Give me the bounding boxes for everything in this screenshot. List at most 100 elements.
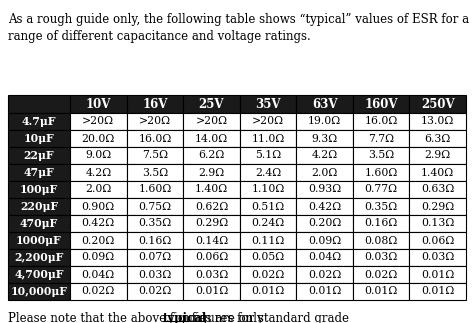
Bar bbox=[410, 130, 466, 147]
Text: 19.0Ω: 19.0Ω bbox=[308, 117, 341, 127]
Bar bbox=[296, 266, 353, 283]
Text: 0.03Ω: 0.03Ω bbox=[138, 269, 172, 279]
Text: 0.51Ω: 0.51Ω bbox=[251, 202, 284, 212]
Text: 0.42Ω: 0.42Ω bbox=[82, 218, 115, 228]
Text: 7.5Ω: 7.5Ω bbox=[142, 151, 168, 161]
Bar bbox=[8, 215, 70, 232]
Text: 1.40Ω: 1.40Ω bbox=[421, 168, 454, 178]
Text: 7.7Ω: 7.7Ω bbox=[368, 133, 394, 143]
Bar bbox=[183, 130, 240, 147]
Bar bbox=[410, 266, 466, 283]
Text: >20Ω: >20Ω bbox=[139, 117, 171, 127]
Bar bbox=[70, 181, 127, 198]
Bar bbox=[8, 164, 70, 181]
Text: 220μF: 220μF bbox=[20, 201, 58, 212]
Bar bbox=[8, 283, 70, 300]
Bar bbox=[127, 198, 183, 215]
Text: 0.06Ω: 0.06Ω bbox=[195, 253, 228, 263]
Text: 0.06Ω: 0.06Ω bbox=[421, 235, 455, 245]
Text: 0.75Ω: 0.75Ω bbox=[138, 202, 172, 212]
Bar bbox=[183, 249, 240, 266]
Text: 9.3Ω: 9.3Ω bbox=[311, 133, 337, 143]
Bar bbox=[353, 283, 410, 300]
Bar bbox=[70, 113, 127, 130]
Text: 0.02Ω: 0.02Ω bbox=[365, 269, 398, 279]
Text: 13.0Ω: 13.0Ω bbox=[421, 117, 455, 127]
Bar bbox=[240, 232, 296, 249]
Text: 0.90Ω: 0.90Ω bbox=[82, 202, 115, 212]
Bar bbox=[240, 266, 296, 283]
Bar bbox=[296, 113, 353, 130]
Text: 22μF: 22μF bbox=[24, 150, 55, 161]
Bar bbox=[240, 113, 296, 130]
Text: 0.02Ω: 0.02Ω bbox=[138, 287, 172, 297]
Text: 6.3Ω: 6.3Ω bbox=[425, 133, 451, 143]
Bar bbox=[296, 164, 353, 181]
Text: 63V: 63V bbox=[312, 98, 337, 110]
Text: 0.01Ω: 0.01Ω bbox=[421, 287, 455, 297]
Bar bbox=[8, 266, 70, 283]
Text: 0.02Ω: 0.02Ω bbox=[82, 287, 115, 297]
Text: 0.09Ω: 0.09Ω bbox=[308, 235, 341, 245]
Bar bbox=[127, 147, 183, 164]
Text: >20Ω: >20Ω bbox=[252, 117, 284, 127]
Bar bbox=[8, 113, 70, 130]
Text: 2.9Ω: 2.9Ω bbox=[425, 151, 451, 161]
Bar bbox=[410, 232, 466, 249]
Bar bbox=[353, 198, 410, 215]
Text: 1.60Ω: 1.60Ω bbox=[138, 184, 172, 194]
Bar bbox=[296, 147, 353, 164]
Bar bbox=[410, 147, 466, 164]
Text: >20Ω: >20Ω bbox=[195, 117, 228, 127]
Bar bbox=[240, 181, 296, 198]
Text: 4.2Ω: 4.2Ω bbox=[85, 168, 111, 178]
Bar bbox=[8, 249, 70, 266]
Bar bbox=[296, 198, 353, 215]
Text: 4,700μF: 4,700μF bbox=[14, 269, 64, 280]
Text: 10,000μF: 10,000μF bbox=[10, 286, 67, 297]
Bar bbox=[296, 215, 353, 232]
Text: 0.35Ω: 0.35Ω bbox=[138, 218, 172, 228]
Text: 0.03Ω: 0.03Ω bbox=[195, 269, 228, 279]
Text: 0.42Ω: 0.42Ω bbox=[308, 202, 341, 212]
Text: 3.5Ω: 3.5Ω bbox=[368, 151, 394, 161]
Text: 16V: 16V bbox=[142, 98, 167, 110]
Text: 0.24Ω: 0.24Ω bbox=[251, 218, 284, 228]
Text: Please note that the above figures are only: Please note that the above figures are o… bbox=[8, 312, 267, 323]
Text: 2.0Ω: 2.0Ω bbox=[85, 184, 111, 194]
Bar bbox=[183, 198, 240, 215]
Text: 0.35Ω: 0.35Ω bbox=[365, 202, 398, 212]
Text: 0.93Ω: 0.93Ω bbox=[308, 184, 341, 194]
Text: 4.7μF: 4.7μF bbox=[22, 116, 56, 127]
Bar bbox=[70, 147, 127, 164]
Text: 0.02Ω: 0.02Ω bbox=[251, 269, 284, 279]
Bar bbox=[296, 283, 353, 300]
Bar bbox=[183, 283, 240, 300]
Text: 0.05Ω: 0.05Ω bbox=[251, 253, 284, 263]
Text: 0.20Ω: 0.20Ω bbox=[82, 235, 115, 245]
Text: 0.04Ω: 0.04Ω bbox=[82, 269, 115, 279]
Text: 9.0Ω: 9.0Ω bbox=[85, 151, 111, 161]
Bar bbox=[410, 113, 466, 130]
Bar bbox=[70, 249, 127, 266]
Bar bbox=[70, 283, 127, 300]
Bar bbox=[8, 181, 70, 198]
Bar bbox=[240, 249, 296, 266]
Text: 11.0Ω: 11.0Ω bbox=[251, 133, 284, 143]
Text: typical: typical bbox=[163, 312, 208, 323]
Text: 0.03Ω: 0.03Ω bbox=[421, 253, 455, 263]
Text: As a rough guide only, the following table shows “typical” values of ESR for a
r: As a rough guide only, the following tab… bbox=[8, 13, 469, 43]
Text: 35V: 35V bbox=[255, 98, 281, 110]
Bar bbox=[70, 232, 127, 249]
Text: 0.03Ω: 0.03Ω bbox=[365, 253, 398, 263]
Bar bbox=[70, 266, 127, 283]
Text: 10V: 10V bbox=[86, 98, 111, 110]
Text: 0.01Ω: 0.01Ω bbox=[308, 287, 341, 297]
Text: 47μF: 47μF bbox=[24, 167, 55, 178]
Text: 250V: 250V bbox=[421, 98, 455, 110]
Bar bbox=[353, 266, 410, 283]
Text: 4.2Ω: 4.2Ω bbox=[311, 151, 337, 161]
Bar bbox=[353, 164, 410, 181]
Bar bbox=[353, 95, 410, 113]
Bar bbox=[127, 283, 183, 300]
